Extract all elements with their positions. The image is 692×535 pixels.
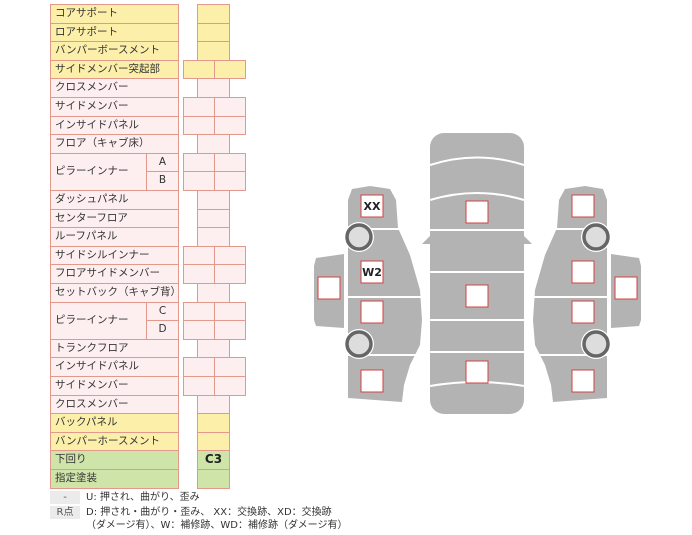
- right-door-front-box[interactable]: [571, 260, 595, 284]
- panel-divider: [429, 192, 525, 201]
- right-front-box[interactable]: [571, 194, 595, 218]
- hood-box[interactable]: [465, 200, 489, 224]
- wheel-icon: [345, 330, 373, 358]
- wheel-icon: [582, 223, 610, 251]
- row-label: サイドメンバー突起部: [50, 60, 179, 79]
- legend-text: （ダメージ有）、W：補修跡、WD：補修跡（ダメージ有）: [86, 520, 348, 531]
- left-rear-box[interactable]: [360, 369, 384, 393]
- wheel-icon: [582, 330, 610, 358]
- row-label: ピラーインナー: [50, 302, 147, 340]
- damage-mark: XX: [364, 200, 381, 213]
- right-door-rear-box[interactable]: [571, 300, 595, 324]
- left-door-box[interactable]: [317, 276, 341, 300]
- left-front-box[interactable]: [360, 194, 384, 218]
- row-label: クロスメンバー: [50, 78, 179, 98]
- legend-key: R点: [50, 506, 80, 519]
- wheel-icon: [345, 223, 373, 251]
- roof-box[interactable]: [465, 284, 489, 308]
- row-label: フロアサイドメンバー: [50, 264, 179, 284]
- damage-cell-right[interactable]: [214, 60, 246, 79]
- row-label: バンパーホースメント: [50, 432, 179, 451]
- row-label: ピラーインナー: [50, 153, 147, 191]
- damage-mark: W2: [362, 266, 382, 279]
- damage-cell[interactable]: [197, 469, 230, 489]
- right-door-box[interactable]: [614, 276, 638, 300]
- car-top-body: [430, 133, 524, 414]
- row-label: インサイドパネル: [50, 116, 179, 135]
- left-door-rear-box[interactable]: [360, 300, 384, 324]
- row-label: サイドメンバー: [50, 97, 179, 117]
- damage-cell-right[interactable]: [214, 116, 246, 135]
- damage-cell-right[interactable]: [214, 320, 246, 340]
- damage-cell-right[interactable]: [214, 264, 246, 284]
- row-label: バックパネル: [50, 413, 179, 433]
- row-label: バンパーボースメント: [50, 41, 179, 61]
- row-label: 指定塗装: [50, 469, 179, 489]
- legend-text: D: 押され・曲がり・歪み、 XX：交換跡、XD：交換跡: [86, 507, 332, 518]
- right-rear-box[interactable]: [571, 369, 595, 393]
- legend-text: U: 押され、曲がり、歪み: [86, 492, 200, 503]
- damage-cell-right[interactable]: [214, 376, 246, 396]
- left-door-front-box[interactable]: [360, 260, 384, 284]
- damage-cell-right[interactable]: [214, 171, 246, 191]
- trunk-box[interactable]: [465, 360, 489, 384]
- row-sublabel: C: [146, 302, 179, 321]
- row-label: サイドシルインナー: [50, 246, 179, 265]
- car-side-body: [348, 186, 422, 402]
- row-label: センターフロア: [50, 209, 179, 228]
- row-label: フロア（キャブ床）: [50, 134, 179, 154]
- row-label: クロスメンバー: [50, 395, 179, 414]
- legend-key: -: [50, 491, 80, 504]
- damage-cell[interactable]: C3: [197, 450, 230, 470]
- panel-divider: [429, 156, 525, 166]
- car-side-body: [533, 186, 607, 402]
